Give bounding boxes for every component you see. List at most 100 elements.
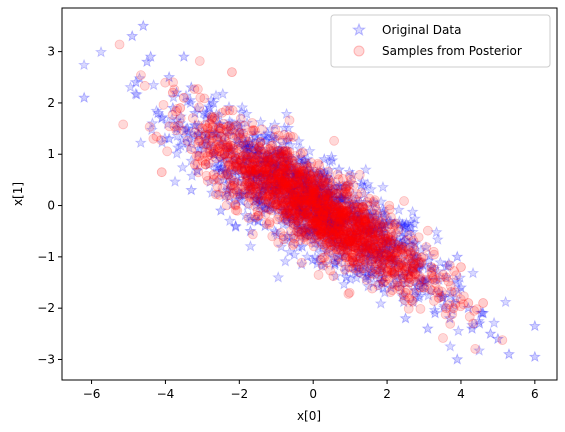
data-point-posterior-cloud	[265, 143, 276, 154]
data-point-posterior-cloud	[278, 178, 289, 189]
data-point-original-cloud	[238, 139, 251, 151]
data-point-original	[185, 81, 198, 93]
data-point-original-cloud	[389, 240, 403, 253]
data-point-posterior-cloud	[232, 186, 242, 197]
data-point-original	[369, 209, 383, 221]
data-point-original-cloud	[352, 244, 365, 257]
data-point-posterior-cloud	[171, 125, 182, 136]
data-point-original-cloud	[234, 167, 247, 180]
data-point-posterior-cloud	[293, 178, 304, 188]
data-point-original-cloud	[473, 344, 486, 356]
data-point-posterior-cloud	[208, 144, 219, 155]
data-point-original-cloud	[327, 230, 340, 243]
data-point-original-cloud	[270, 194, 283, 206]
data-point-original-cloud	[299, 183, 312, 195]
data-point-posterior-cloud	[202, 151, 213, 161]
data-point-original-cloud	[293, 223, 306, 236]
data-point-original-cloud	[255, 132, 268, 144]
data-point-posterior-cloud	[308, 241, 319, 252]
data-point-posterior-cloud	[363, 221, 374, 232]
data-point-original-cloud	[369, 223, 382, 236]
data-point-original-cloud	[253, 199, 266, 211]
data-point-original-cloud	[361, 178, 374, 190]
data-point-original-cloud	[205, 93, 218, 106]
data-point-original-cloud	[229, 152, 242, 164]
data-point-posterior-cloud	[334, 225, 345, 236]
data-point-original	[244, 224, 257, 237]
data-point-posterior-cloud	[468, 318, 479, 329]
data-point-original-cloud	[333, 180, 346, 192]
data-point-original-cloud	[219, 166, 232, 178]
data-point-original-cloud	[231, 136, 244, 148]
data-point-posterior-cloud	[296, 205, 307, 216]
data-point-original-cloud	[270, 226, 283, 238]
data-point-original-cloud	[323, 217, 336, 229]
data-point-posterior-cloud	[360, 217, 371, 228]
data-point-original-cloud	[273, 161, 286, 173]
data-point-original-cloud	[285, 212, 298, 224]
data-point-original-cloud	[276, 193, 289, 205]
data-point-original-cloud	[307, 175, 320, 188]
data-point-posterior-cloud	[416, 257, 427, 268]
data-point-original-cloud	[282, 210, 295, 222]
data-point-posterior-cloud	[292, 200, 303, 211]
data-point-original-cloud	[361, 238, 374, 251]
data-point-posterior	[215, 123, 226, 134]
data-point-posterior-cloud	[309, 233, 320, 244]
data-point-original-cloud	[335, 216, 348, 228]
data-point-posterior-cloud	[340, 207, 351, 218]
data-point-original-cloud	[396, 218, 409, 231]
data-point-original-cloud	[387, 251, 400, 264]
data-point-posterior-cloud	[284, 163, 295, 174]
data-point-original-cloud	[298, 179, 311, 192]
data-point-posterior-cloud	[414, 257, 425, 267]
data-point-posterior-cloud	[244, 178, 255, 188]
data-point-original-cloud	[307, 212, 320, 224]
data-point-original-cloud	[382, 214, 395, 227]
data-point-original-cloud	[256, 182, 270, 195]
data-point-original-cloud	[225, 117, 238, 129]
data-point-original-cloud	[288, 182, 301, 194]
data-point-original-cloud	[375, 219, 388, 231]
data-point-original-cloud	[396, 290, 409, 302]
data-point-posterior-cloud	[366, 228, 376, 239]
data-point-original-cloud	[267, 156, 280, 169]
data-point-original-cloud	[304, 187, 317, 199]
data-point-posterior-cloud	[317, 208, 327, 219]
data-point-original-cloud	[311, 230, 324, 243]
data-point-original	[381, 235, 394, 247]
data-point-posterior-cloud	[329, 235, 340, 245]
data-point-original-cloud	[270, 179, 283, 192]
data-point-original-cloud	[253, 193, 266, 205]
data-point-posterior-cloud	[240, 132, 251, 143]
data-point-original-cloud	[350, 260, 363, 273]
data-point-original-cloud	[334, 212, 347, 225]
data-point-posterior-cloud	[349, 211, 359, 222]
data-point-original-cloud	[378, 212, 391, 224]
data-point-posterior	[167, 87, 178, 98]
data-point-original-cloud	[323, 202, 336, 215]
data-point-original-cloud	[284, 159, 297, 172]
data-point-original-cloud	[326, 184, 339, 197]
data-point-original-cloud	[343, 165, 356, 178]
data-point-original-cloud	[337, 192, 350, 204]
data-point-original-cloud	[319, 230, 332, 242]
data-point-original-cloud	[315, 211, 328, 223]
data-point-original	[432, 286, 445, 298]
data-point-original-cloud	[258, 202, 271, 215]
data-point-posterior-cloud	[445, 318, 456, 329]
data-point-original-cloud	[259, 148, 272, 161]
data-point-posterior-cloud	[310, 218, 321, 229]
data-point-original-cloud	[270, 153, 283, 165]
data-point-original	[462, 301, 475, 314]
data-point-posterior-cloud	[409, 269, 420, 279]
data-point-original-cloud	[235, 168, 248, 181]
data-point-original-cloud	[306, 167, 319, 179]
data-point-original-cloud	[297, 153, 310, 166]
data-point-posterior-cloud	[330, 221, 341, 232]
data-point-posterior-cloud	[387, 285, 398, 296]
data-point-posterior-cloud	[367, 243, 378, 254]
data-point-posterior-cloud	[340, 208, 351, 219]
data-point-original-cloud	[304, 162, 317, 175]
data-point-original-cloud	[408, 275, 421, 288]
